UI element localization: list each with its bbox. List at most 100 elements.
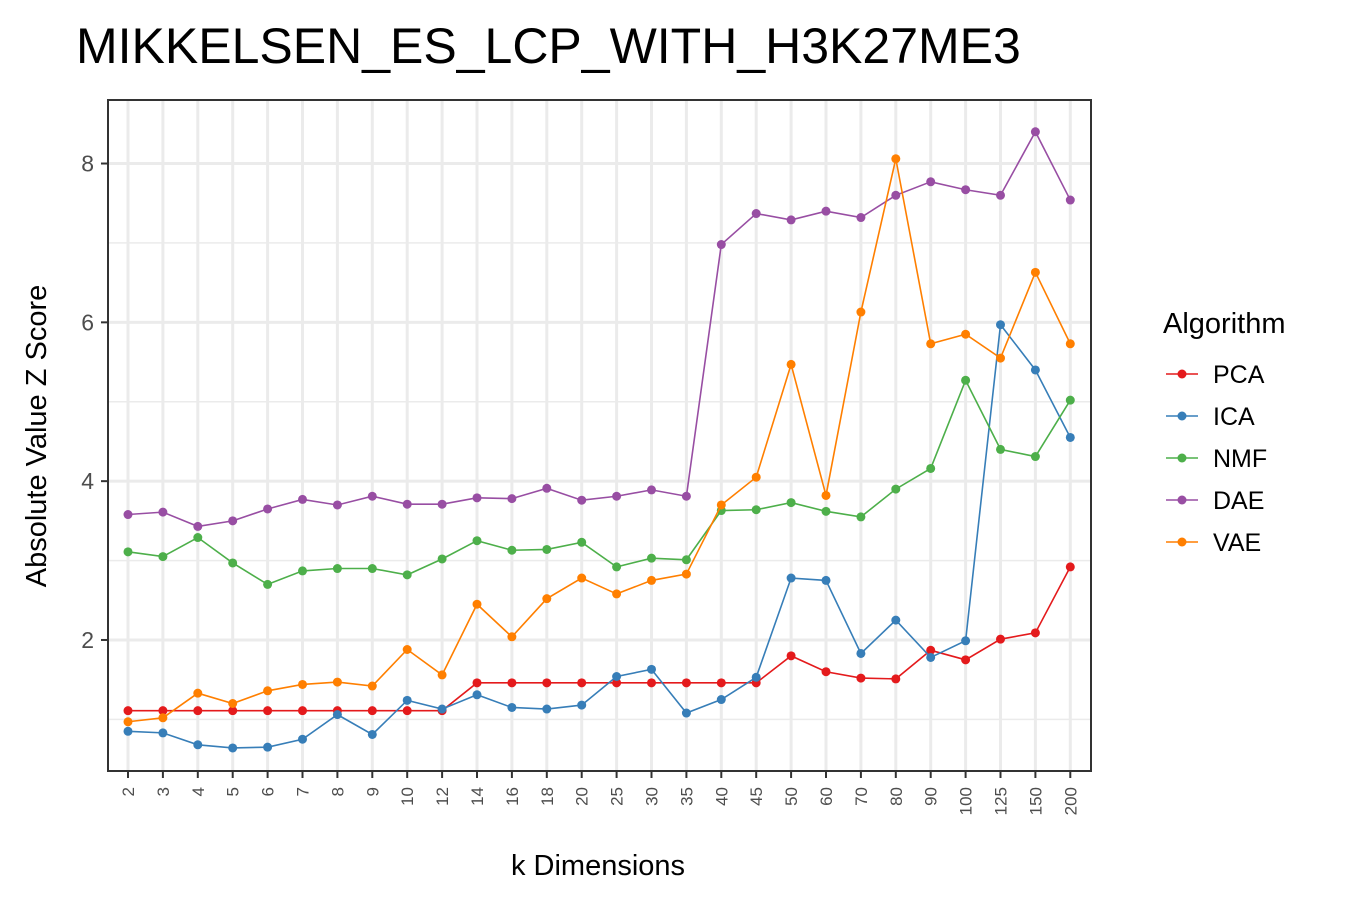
x-tick-label: 25 <box>608 787 627 806</box>
data-point-pca <box>123 706 133 716</box>
data-point-nmf <box>507 545 517 555</box>
data-point-ica <box>367 729 377 739</box>
data-point-vae <box>961 329 971 339</box>
data-point-dae <box>1065 195 1075 205</box>
data-point-dae <box>786 215 796 225</box>
data-point-nmf <box>681 555 691 565</box>
x-tick-label: 35 <box>677 787 696 806</box>
series-dae <box>123 127 1075 531</box>
data-point-dae <box>472 493 482 503</box>
data-point-pca <box>402 706 412 716</box>
series-line-vae <box>127 158 1072 723</box>
data-point-pca <box>856 673 866 683</box>
data-point-dae <box>716 240 726 250</box>
data-point-dae <box>926 177 936 187</box>
legend-item-ica: ICA <box>1166 403 1255 431</box>
data-point-vae <box>751 472 761 482</box>
gridlines <box>108 100 1091 771</box>
x-tick-label: 3 <box>154 787 173 796</box>
legend-label: ICA <box>1213 403 1255 431</box>
data-point-pca <box>612 678 622 688</box>
data-point-ica <box>228 743 238 753</box>
x-tick-label: 9 <box>363 787 382 796</box>
data-point-vae <box>681 569 691 579</box>
data-point-vae <box>716 500 726 510</box>
data-point-ica <box>577 700 587 710</box>
data-point-nmf <box>263 579 273 589</box>
data-point-pca <box>891 674 901 684</box>
legend-label: NMF <box>1213 445 1267 473</box>
data-point-ica <box>1030 365 1040 375</box>
data-point-pca <box>193 706 203 716</box>
data-point-vae <box>926 339 936 349</box>
data-point-vae <box>612 589 622 599</box>
data-point-ica <box>716 695 726 705</box>
data-point-vae <box>786 359 796 369</box>
data-point-pca <box>298 706 307 716</box>
data-point-ica <box>542 704 552 714</box>
data-point-ica <box>961 636 971 646</box>
data-point-nmf <box>821 506 831 516</box>
data-point-nmf <box>402 570 412 580</box>
y-axis: 2 4 6 8 <box>81 151 108 653</box>
x-tick-label: 8 <box>328 787 347 796</box>
data-point-nmf <box>332 564 342 574</box>
x-tick-label: 50 <box>782 787 801 806</box>
data-point-ica <box>681 708 691 718</box>
data-point-ica <box>926 652 936 662</box>
legend-item-vae: VAE <box>1166 529 1261 557</box>
data-point-nmf <box>1065 395 1075 405</box>
x-tick-label: 16 <box>503 787 522 806</box>
data-point-pca <box>228 706 238 716</box>
x-tick-label: 40 <box>712 787 731 806</box>
data-point-dae <box>402 499 412 509</box>
data-point-vae <box>542 594 552 604</box>
series-line-ica <box>127 322 1072 749</box>
data-point-ica <box>298 734 307 744</box>
series-pca <box>123 562 1075 716</box>
legend-label: PCA <box>1213 361 1265 389</box>
data-point-dae <box>996 190 1005 200</box>
data-point-nmf <box>367 564 377 574</box>
data-point-pca <box>996 634 1005 644</box>
data-point-ica <box>612 672 622 682</box>
data-point-pca <box>507 678 517 688</box>
data-point-ica <box>786 573 796 583</box>
data-point-nmf <box>926 463 936 473</box>
data-point-ica <box>647 664 656 674</box>
data-point-pca <box>542 678 552 688</box>
data-point-ica <box>123 726 133 736</box>
legend-key-point <box>1177 453 1187 463</box>
legend-title: Algorithm <box>1163 308 1286 340</box>
x-tick-label: 10 <box>398 787 417 806</box>
x-tick-label: 30 <box>643 787 662 806</box>
data-point-vae <box>821 490 831 500</box>
data-point-ica <box>332 710 342 720</box>
data-point-nmf <box>437 554 447 564</box>
legend-key-point <box>1177 411 1187 421</box>
data-point-vae <box>1030 267 1040 277</box>
data-point-dae <box>332 500 342 510</box>
data-point-vae <box>228 699 238 709</box>
data-point-vae <box>437 670 447 680</box>
data-point-ica <box>751 672 761 682</box>
data-point-pca <box>961 655 971 665</box>
data-point-dae <box>193 521 203 531</box>
data-point-nmf <box>751 505 761 515</box>
data-point-nmf <box>193 533 203 543</box>
y-tick-label: 6 <box>81 309 94 335</box>
data-point-dae <box>612 491 622 501</box>
data-point-nmf <box>577 537 587 547</box>
data-point-dae <box>751 209 761 219</box>
plot-border <box>107 99 1092 772</box>
data-point-dae <box>821 206 831 216</box>
data-point-nmf <box>228 558 238 568</box>
x-tick-label: 7 <box>294 787 313 796</box>
series-line-nmf <box>127 378 1071 586</box>
data-point-dae <box>542 483 552 493</box>
series-vae <box>123 154 1075 727</box>
data-point-vae <box>298 679 307 689</box>
data-point-dae <box>298 494 307 504</box>
data-point-dae <box>123 510 133 520</box>
